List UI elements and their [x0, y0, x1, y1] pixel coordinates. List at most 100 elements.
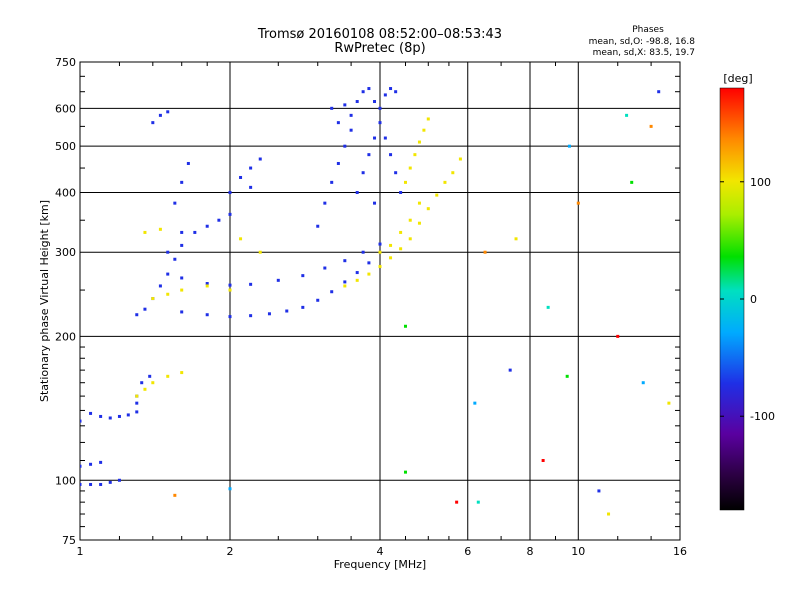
data-point-x — [355, 278, 359, 282]
data-point-scattered — [546, 305, 550, 309]
data-point-o — [383, 93, 387, 97]
data-point-o — [249, 314, 253, 318]
data-point-o — [228, 283, 232, 287]
data-point-scattered — [649, 124, 653, 128]
data-point-o — [373, 201, 377, 205]
data-point-scattered — [630, 180, 634, 184]
data-point-o — [173, 201, 177, 205]
data-point-o — [349, 113, 353, 117]
data-point-o — [166, 272, 170, 276]
data-point-o — [349, 128, 353, 132]
chart-subtitle: RwPretec (8p) — [334, 41, 425, 56]
data-point-x — [228, 288, 232, 292]
data-point-o — [158, 284, 162, 288]
data-point-scattered — [607, 512, 611, 516]
data-point-x — [135, 394, 139, 398]
data-point-scattered — [514, 237, 518, 241]
data-point-o — [394, 171, 398, 175]
data-point-scattered — [455, 500, 459, 504]
data-point-x — [426, 207, 430, 211]
data-point-x — [378, 265, 382, 269]
data-point-o — [330, 180, 334, 184]
data-point-o — [135, 401, 139, 405]
y-tick-label: 300 — [55, 246, 76, 259]
data-point-x — [166, 292, 170, 296]
data-point-o — [180, 230, 184, 234]
data-point-o — [389, 153, 393, 157]
data-point-o — [267, 312, 271, 316]
data-point-o — [126, 413, 130, 417]
data-point-o — [186, 161, 190, 165]
x-axis-label: Frequency [MHz] — [334, 558, 426, 571]
data-point-o — [173, 257, 177, 261]
data-point-x — [443, 180, 447, 184]
data-point-o — [330, 290, 334, 294]
data-point-o — [316, 298, 320, 302]
data-point-o — [140, 381, 144, 385]
y-axis-label: Stationary phase Virtual Height [km] — [38, 200, 51, 402]
data-points — [80, 87, 671, 516]
data-point-o — [367, 261, 371, 265]
data-point-o — [135, 313, 139, 317]
x-tick-label: 10 — [571, 545, 585, 558]
data-point-o — [336, 121, 340, 125]
colorbar-tick-label: 100 — [750, 176, 771, 189]
data-point-o — [361, 250, 365, 254]
data-point-o — [276, 278, 280, 282]
data-point-o — [228, 190, 232, 194]
x-tick-label: 2 — [227, 545, 234, 558]
data-point-x — [378, 250, 382, 254]
data-point-o — [336, 161, 340, 165]
y-tick-label: 750 — [55, 56, 76, 69]
y-tick-label: 100 — [55, 474, 76, 487]
data-point-o — [249, 185, 253, 189]
data-point-o — [117, 478, 121, 482]
data-point-x — [343, 284, 347, 288]
data-point-x — [408, 237, 412, 241]
data-point-o — [301, 305, 305, 309]
data-point-o — [99, 414, 103, 418]
phase-legend-x: mean, sd,X: 83.5, 19.7 — [593, 48, 695, 58]
data-point-o — [99, 482, 103, 486]
y-tick-label: 200 — [55, 330, 76, 343]
data-point-o — [373, 136, 377, 140]
data-point-x — [151, 381, 155, 385]
data-point-x — [166, 374, 170, 378]
data-point-o — [301, 274, 305, 278]
data-point-o — [355, 271, 359, 275]
data-point-o — [158, 113, 162, 117]
data-point-scattered — [576, 201, 580, 205]
data-point-o — [343, 280, 347, 284]
data-point-o — [285, 309, 289, 313]
chart-title: Tromsø 20160108 08:52:00–08:53:43 — [257, 27, 502, 42]
data-point-scattered — [173, 493, 177, 497]
data-point-x — [417, 201, 421, 205]
data-point-x — [417, 140, 421, 144]
data-point-x — [239, 237, 243, 241]
data-point-o — [143, 307, 147, 311]
data-point-x — [408, 218, 412, 222]
data-point-o — [373, 100, 377, 104]
data-point-o — [180, 310, 184, 314]
data-point-x — [426, 117, 430, 121]
data-point-x — [422, 128, 426, 132]
y-tick-label: 500 — [55, 140, 76, 153]
data-point-o — [330, 106, 334, 110]
data-point-scattered — [541, 458, 545, 462]
data-point-scattered — [567, 144, 571, 148]
data-point-o — [323, 266, 327, 270]
data-point-o — [108, 416, 112, 420]
data-point-scattered — [597, 489, 601, 493]
data-point-scattered — [403, 470, 407, 474]
data-point-x — [399, 247, 403, 251]
data-point-o — [249, 166, 253, 170]
data-point-o — [389, 87, 393, 91]
data-point-x — [158, 227, 162, 231]
data-point-scattered — [641, 381, 645, 385]
data-point-x — [389, 256, 393, 260]
data-point-x — [435, 193, 439, 197]
data-point-o — [193, 230, 197, 234]
data-point-o — [205, 313, 209, 317]
data-point-o — [249, 282, 253, 286]
data-point-scattered — [476, 500, 480, 504]
